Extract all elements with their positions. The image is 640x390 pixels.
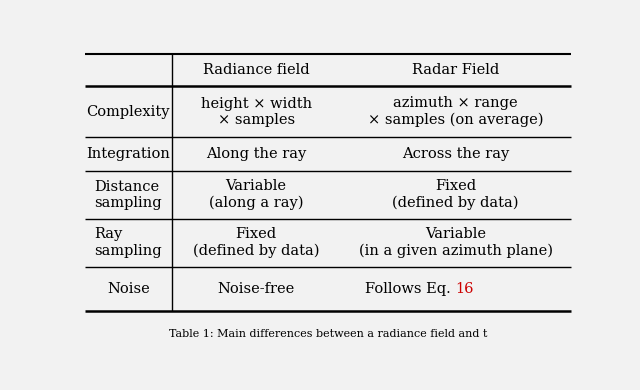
Text: Across the ray: Across the ray (402, 147, 509, 161)
Text: Radiance field: Radiance field (203, 63, 309, 77)
Text: azimuth × range
× samples (on average): azimuth × range × samples (on average) (368, 96, 543, 127)
Text: Follows Eq.: Follows Eq. (365, 282, 456, 296)
Text: Along the ray: Along the ray (206, 147, 306, 161)
Text: Fixed
(defined by data): Fixed (defined by data) (193, 227, 319, 258)
Text: Fixed
(defined by data): Fixed (defined by data) (392, 179, 519, 210)
Text: Noise: Noise (107, 282, 150, 296)
Text: Integration: Integration (86, 147, 170, 161)
Text: Distance
sampling: Distance sampling (95, 180, 162, 210)
Text: Radar Field: Radar Field (412, 63, 499, 77)
Text: height × width
× samples: height × width × samples (200, 97, 312, 127)
Text: 16: 16 (456, 282, 474, 296)
Text: Variable
(in a given azimuth plane): Variable (in a given azimuth plane) (359, 227, 553, 258)
Text: Ray
sampling: Ray sampling (95, 227, 162, 258)
Text: Complexity: Complexity (86, 105, 170, 119)
Text: Variable
(along a ray): Variable (along a ray) (209, 179, 303, 210)
Text: Noise-free: Noise-free (218, 282, 294, 296)
Text: Table 1: Main differences between a radiance field and t: Table 1: Main differences between a radi… (169, 330, 487, 339)
